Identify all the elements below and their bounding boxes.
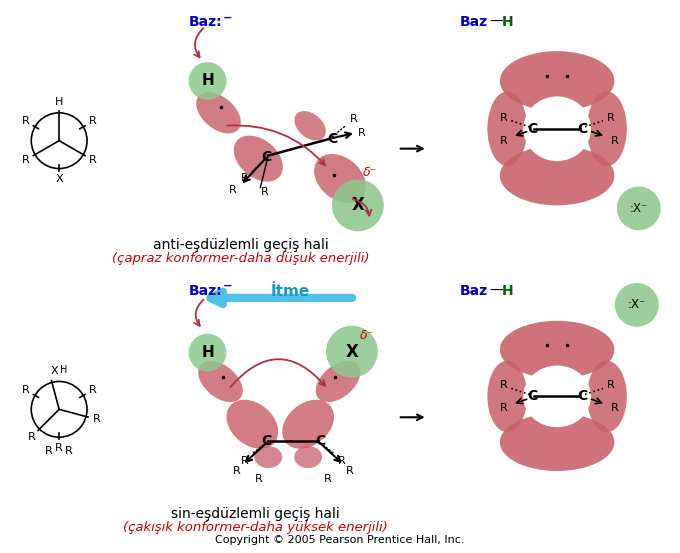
Text: R: R <box>500 380 507 390</box>
Text: H: H <box>201 74 214 88</box>
Text: X: X <box>345 343 358 361</box>
Text: Copyright © 2005 Pearson Prentice Hall, Inc.: Copyright © 2005 Pearson Prentice Hall, … <box>216 535 464 545</box>
Text: R: R <box>233 466 240 476</box>
Circle shape <box>326 326 378 378</box>
Text: Baz:: Baz: <box>188 284 222 298</box>
Text: R: R <box>607 113 615 123</box>
Text: δ⁻: δ⁻ <box>362 166 377 179</box>
Text: C: C <box>577 389 587 403</box>
Text: R: R <box>338 456 346 466</box>
Text: R: R <box>46 446 53 456</box>
Text: R: R <box>254 474 262 484</box>
Text: İtme: İtme <box>271 284 310 299</box>
Ellipse shape <box>500 321 614 378</box>
Text: —: — <box>490 284 503 298</box>
Text: R: R <box>500 135 507 145</box>
Text: R: R <box>607 380 615 390</box>
Text: R: R <box>28 432 35 442</box>
Text: R: R <box>89 155 97 165</box>
Ellipse shape <box>226 400 278 448</box>
Ellipse shape <box>587 91 627 166</box>
Ellipse shape <box>488 361 527 432</box>
Text: R: R <box>611 135 619 145</box>
Text: (çakışık konformer-daha yüksek enerjili): (çakışık konformer-daha yüksek enerjili) <box>123 521 388 534</box>
Text: Baz: Baz <box>460 284 488 298</box>
Ellipse shape <box>523 96 591 161</box>
Text: Baz: Baz <box>460 15 488 29</box>
Ellipse shape <box>282 400 334 448</box>
Text: R: R <box>22 116 29 126</box>
Text: X: X <box>50 366 58 375</box>
Text: —: — <box>490 15 503 29</box>
Text: R: R <box>350 114 358 124</box>
Text: R: R <box>89 385 97 395</box>
Text: C: C <box>527 389 537 403</box>
Text: R: R <box>241 174 248 184</box>
Text: C: C <box>327 132 337 145</box>
Ellipse shape <box>234 135 283 181</box>
Ellipse shape <box>500 413 614 471</box>
Text: H: H <box>501 15 513 29</box>
Text: R: R <box>89 116 97 126</box>
Text: C: C <box>577 122 587 135</box>
Circle shape <box>31 113 87 169</box>
Circle shape <box>188 333 226 372</box>
Text: R: R <box>500 403 507 413</box>
Ellipse shape <box>294 446 322 468</box>
Text: H: H <box>501 284 513 298</box>
Text: C: C <box>261 150 271 164</box>
Text: R: R <box>22 155 29 165</box>
Text: X: X <box>55 175 63 185</box>
Ellipse shape <box>314 154 366 203</box>
Text: R: R <box>241 456 248 466</box>
Text: X: X <box>352 196 364 215</box>
Text: R: R <box>55 443 63 453</box>
Ellipse shape <box>587 361 627 432</box>
Circle shape <box>332 180 384 231</box>
Text: R: R <box>346 466 354 476</box>
Text: R: R <box>358 128 366 138</box>
Text: R: R <box>260 187 268 197</box>
Text: ⁻: ⁻ <box>222 12 232 30</box>
Text: H: H <box>201 345 214 360</box>
Text: δ⁻: δ⁻ <box>360 329 374 342</box>
Text: ⁻: ⁻ <box>222 281 232 299</box>
Circle shape <box>31 382 87 437</box>
Ellipse shape <box>523 366 591 427</box>
Text: R: R <box>92 414 101 424</box>
Text: R: R <box>500 113 507 123</box>
Text: R: R <box>22 385 29 395</box>
Circle shape <box>615 283 659 327</box>
Ellipse shape <box>196 92 241 133</box>
Ellipse shape <box>488 91 527 166</box>
Text: C: C <box>261 434 271 448</box>
Text: C: C <box>527 122 537 135</box>
Text: :X⁻: :X⁻ <box>630 202 648 215</box>
Text: Baz:: Baz: <box>188 15 222 29</box>
Ellipse shape <box>294 111 326 140</box>
Text: H: H <box>55 97 63 107</box>
Text: C: C <box>315 434 325 448</box>
Text: R: R <box>611 403 619 413</box>
Circle shape <box>188 62 226 100</box>
Ellipse shape <box>198 361 243 402</box>
Text: :X⁻: :X⁻ <box>628 299 646 311</box>
Text: R: R <box>324 474 332 484</box>
Ellipse shape <box>316 361 360 402</box>
Text: H: H <box>61 364 68 374</box>
Text: (çapraz konformer-daha düşuk enerjili): (çapraz konformer-daha düşuk enerjili) <box>112 252 369 265</box>
Circle shape <box>617 186 661 230</box>
Text: R: R <box>65 446 73 456</box>
Text: anti-eşdüzlemli geçiş hali: anti-eşdüzlemli geçiş hali <box>152 238 328 252</box>
Text: sin-eşdüzlemli geçiş hali: sin-eşdüzlemli geçiş hali <box>171 507 340 521</box>
Ellipse shape <box>500 145 614 205</box>
Ellipse shape <box>500 51 614 111</box>
Ellipse shape <box>254 446 282 468</box>
Text: R: R <box>228 185 237 195</box>
